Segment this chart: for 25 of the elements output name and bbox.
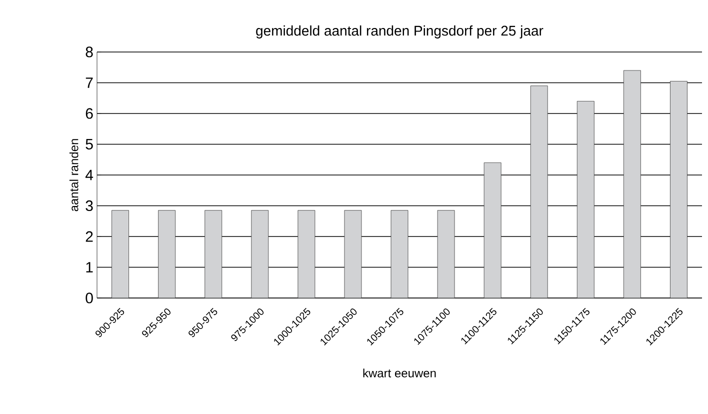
bar [251,210,269,298]
bar [344,210,362,298]
bar [158,210,176,298]
x-axis-title: kwart eeuwen [363,368,436,378]
bar [576,100,594,298]
y-axis-title: aantal randen [69,139,78,212]
bar [298,210,316,298]
y-tick-label: 2 [86,231,93,242]
chart-title: gemiddeld aantal randen Pingsdorf per 25 jaar [256,25,544,38]
y-tick-label: 6 [86,108,93,119]
bar [390,210,408,298]
y-tick-label: 4 [85,170,94,180]
bar [530,86,548,298]
bar [204,210,222,298]
bar [112,210,129,298]
y-tick-label: 0 [86,292,93,304]
bar [437,210,455,298]
y-tick-label: 5 [86,139,93,150]
y-tick-label: 3 [86,200,93,212]
y-tick-label: 1 [86,262,93,272]
y-tick-label: 7 [86,78,93,88]
bar [670,81,688,298]
bar [484,162,502,298]
y-tick-label: 8 [86,46,93,58]
bar [623,70,641,298]
